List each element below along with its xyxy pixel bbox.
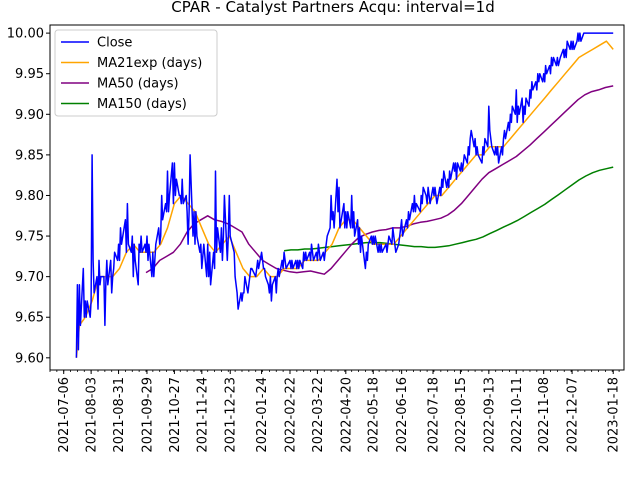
x-tick-label: 2022-04-20 [339, 377, 354, 453]
x-tick-label: 2022-05-18 [367, 377, 382, 453]
legend-label: MA150 (days) [97, 97, 187, 112]
x-axis: 2021-07-06 2021-08-03 2021-08-31 2021-09-29… [49, 370, 622, 453]
legend-label: Close [97, 36, 132, 51]
x-tick-label: 2021-09-29 [141, 377, 156, 453]
legend: Close MA21exp (days) MA50 (days) MA150 (day… [54, 29, 218, 117]
y-tick-label: 9.65 [15, 311, 44, 326]
x-tick-label: 2022-08-15 [454, 377, 469, 453]
legend-label: MA50 (days) [97, 77, 179, 92]
y-tick-label: 9.60 [15, 351, 44, 366]
x-tick-label: 2022-10-11 [510, 377, 525, 453]
series-line-close [75, 32, 614, 358]
y-tick-label: 9.80 [15, 189, 44, 204]
series-layer [75, 32, 614, 358]
x-tick-label: 2021-11-24 [195, 377, 210, 453]
x-tick-label: 2023-01-18 [607, 377, 622, 453]
y-tick-label: 9.70 [15, 270, 44, 285]
x-tick-label: 2022-12-07 [566, 377, 581, 453]
y-axis: 9.60 9.65 9.70 9.75 9.80 9.85 9.90 9.95 10.00 [7, 27, 50, 366]
x-tick-label: 2022-06-16 [395, 377, 410, 453]
x-tick-label: 2021-12-23 [224, 377, 239, 453]
plot-frame [49, 24, 625, 371]
y-tick-label: 10.00 [7, 27, 44, 42]
y-tick-label: 9.85 [15, 148, 44, 163]
y-tick-label: 9.75 [15, 230, 44, 245]
legend-box [54, 29, 218, 117]
y-tick-label: 9.95 [15, 67, 44, 82]
x-tick-label: 2021-08-03 [85, 377, 100, 453]
x-tick-label: 2022-01-24 [255, 377, 270, 453]
x-tick-label: 2022-11-08 [537, 377, 552, 453]
y-tick-label: 9.90 [15, 108, 44, 123]
x-tick-label: 2022-07-18 [427, 377, 442, 453]
x-tick-label: 2022-02-22 [284, 377, 299, 453]
x-tick-label: 2022-03-22 [311, 377, 326, 453]
x-tick-label: 2022-09-13 [482, 377, 497, 453]
x-tick-label: 2021-08-31 [112, 377, 127, 453]
chart-title: CPAR - Catalyst Partners Acqu: interval=… [171, 0, 494, 16]
series-line-ma150-days [284, 166, 614, 252]
series-line-ma21exp-days [75, 40, 614, 358]
legend-label: MA21exp (days) [97, 56, 202, 71]
x-tick-label: 2021-10-27 [168, 377, 183, 453]
x-tick-label: 2021-07-06 [57, 377, 72, 453]
